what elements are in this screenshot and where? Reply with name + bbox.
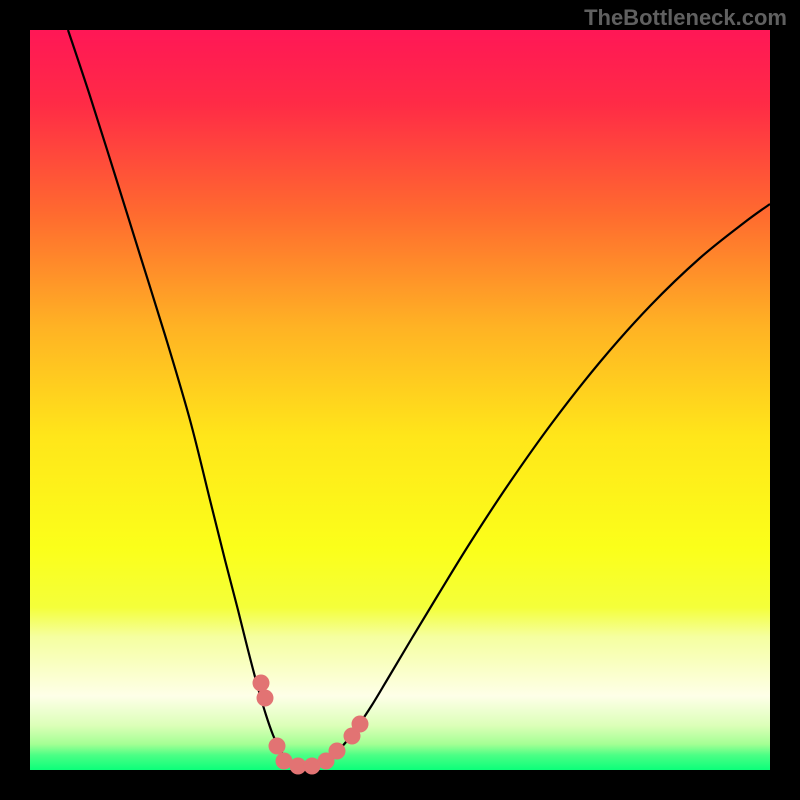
chart-container: TheBottleneck.com (0, 0, 800, 800)
watermark-text: TheBottleneck.com (584, 5, 787, 30)
chart-svg: TheBottleneck.com (0, 0, 800, 800)
curve-dot (257, 690, 274, 707)
curve-dot (329, 743, 346, 760)
curve-dot (352, 716, 369, 733)
curve-dot (269, 738, 286, 755)
curve-dot (253, 675, 270, 692)
